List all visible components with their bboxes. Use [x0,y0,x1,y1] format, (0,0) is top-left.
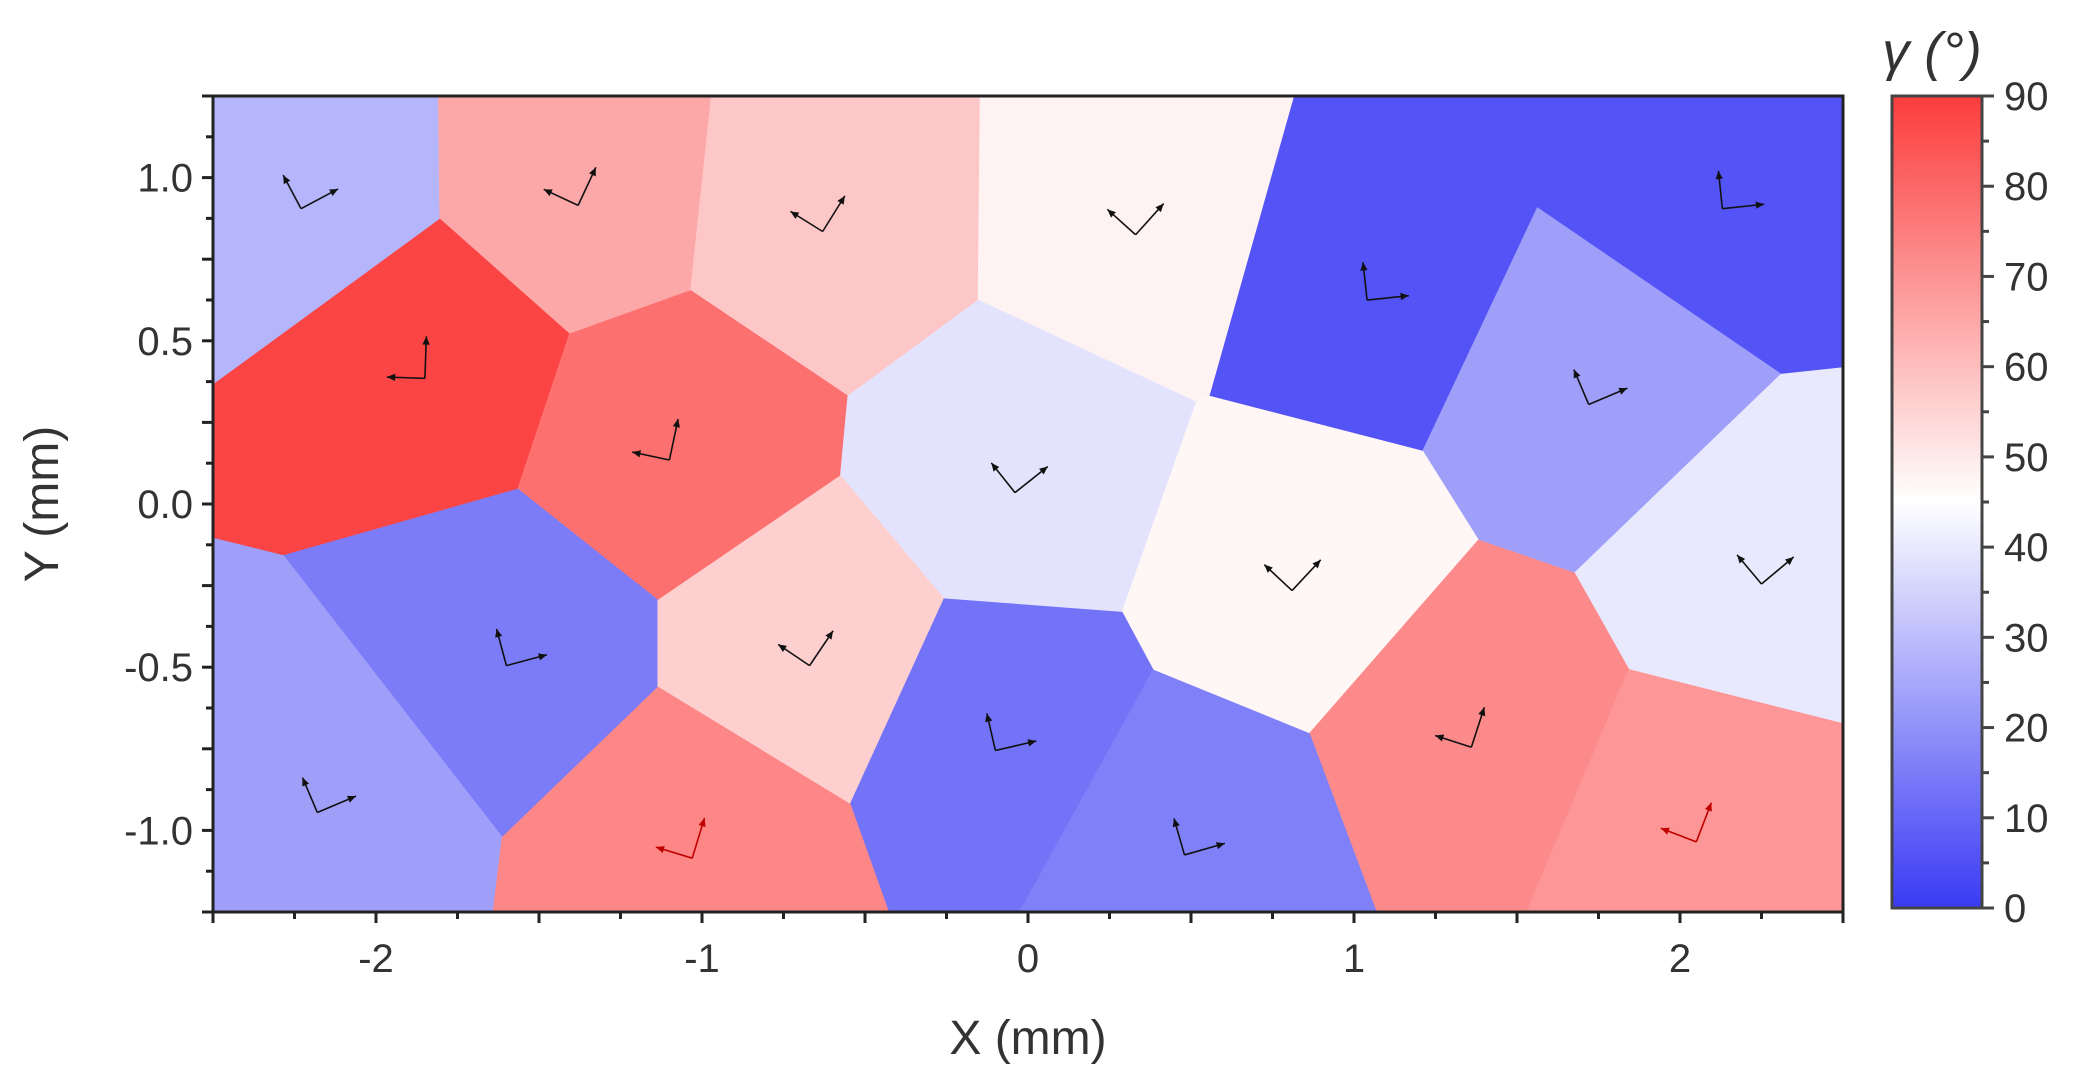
orientation-arrows [282,166,1795,859]
grain-orientation-marker [1106,203,1165,236]
grain-orientation-marker [777,630,834,667]
axis-arrow-a [808,630,834,667]
y-tick-label: -0.5 [124,646,193,690]
axis-arrow-a [1014,465,1049,494]
grain-orientation-marker [282,174,339,210]
grain-orientation-marker [1736,554,1795,585]
y-tick-label: 0.0 [137,483,193,527]
axis-arrow-a [691,817,706,859]
y-tick-label: 1.0 [137,157,193,201]
colorbar-tick-label: 0 [2004,887,2026,931]
axis-arrow-b [990,462,1016,494]
x-axis-title: X (mm) [949,1012,1106,1065]
grain-orientation-marker [1715,170,1765,210]
axis-arrow-a [995,739,1037,752]
grain-orientation-marker [301,777,357,814]
grain-cell [1019,669,1377,912]
axis-arrow-b [1573,369,1590,405]
axis-arrow-a [422,336,430,379]
colorbar-ticks: 0 10 20 30 40 50 60 70 80 90 [1982,75,2049,931]
axis-arrow-a [821,195,846,232]
grain-orientation-marker [1660,802,1713,843]
axis-arrow-b [655,845,693,859]
x-tick-label: 0 [1017,937,1039,981]
axis-arrow-a [1291,559,1322,592]
x-tick-label: -1 [684,937,720,981]
axis-arrow-a [1695,802,1713,843]
grain-orientation-marker [990,462,1049,494]
axis-arrow-b [1263,564,1293,592]
y-tick-label: -1.0 [124,809,193,853]
axis-arrow-b [543,188,579,207]
grain-orientation-marker [543,166,597,207]
grain-orientation-marker [789,195,846,233]
grain-orientation-marker [1172,818,1226,856]
axis-arrow-a [1134,203,1165,236]
axis-arrow-b [1360,262,1368,301]
axis-arrow-b [1106,208,1137,236]
axis-arrow-b [282,174,302,210]
colorbar-gradient [1890,94,1984,910]
axis-arrow-b [495,628,508,666]
colorbar-tick-label: 80 [2004,165,2049,209]
colorbar-tick-label: 70 [2004,255,2049,299]
axis-arrow-b [632,450,670,461]
grain-orientation-marker [632,418,681,461]
axis-arrow-b [386,373,425,382]
grain-orientation-marker [1263,559,1322,592]
colorbar-tick-label: 50 [2004,436,2049,480]
y-tick-label: 0.5 [137,320,193,364]
y-axis: 1.0 0.5 0.0 -0.5 -1.0 [124,94,213,914]
axis-arrow-b [301,777,319,813]
axis-arrow-b [789,210,824,233]
grain-orientation-marker [386,336,430,382]
grain-orientation-marker [495,628,548,667]
grain-orientation-marker [655,817,706,859]
colorbar-tick-label: 40 [2004,526,2049,570]
grain-orientation-marker [1360,262,1409,301]
x-tick-label: 2 [1669,937,1691,981]
colorbar-tick-label: 20 [2004,707,2049,751]
axis-arrow-a [668,418,681,461]
colorbar-tick-label: 30 [2004,616,2049,660]
axis-arrow-a [1588,387,1628,406]
x-axis: -2 -1 0 1 2 [211,912,1845,981]
colorbar-tick-label: 60 [2004,346,2049,390]
axis-arrow-b [1172,818,1186,856]
grain-orientation-marker [1573,369,1628,406]
axis-arrow-a [317,795,357,814]
axis-arrow-b [985,713,997,751]
axis-arrow-a [1184,842,1226,856]
axis-arrow-a [577,166,597,206]
axis-arrow-a [300,188,339,210]
axis-arrow-b [1736,554,1763,585]
grain-orientation-marker [985,713,1037,752]
y-axis-title: Y (mm) [16,426,69,582]
axis-arrow-b [1660,827,1697,843]
colorbar-title: γ (°) [1882,22,1982,82]
x-tick-label: -2 [358,937,394,981]
axis-arrow-b [777,643,811,667]
grain-cells [213,96,1843,912]
grain-orientation-marker [1434,707,1486,748]
axis-arrow-a [1760,556,1795,585]
axis-arrow-a [1470,707,1486,748]
axis-arrow-b [1715,170,1724,209]
colorbar: 0 10 20 30 40 50 60 70 80 90 γ (°) [1882,22,2048,931]
axis-arrow-b [1434,734,1472,748]
x-tick-label: 1 [1343,937,1365,981]
colorbar-tick-label: 90 [2004,75,2049,119]
colorbar-tick-label: 10 [2004,797,2049,841]
axis-arrow-a [1366,292,1409,301]
axis-arrow-a [1722,201,1765,210]
grain-cell [1526,669,1843,912]
axis-arrow-a [506,653,548,667]
grain-cell [492,686,890,912]
